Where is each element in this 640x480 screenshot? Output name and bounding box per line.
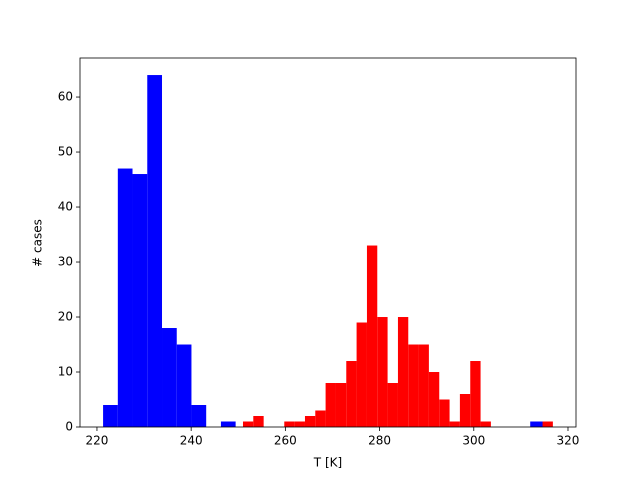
bar: [284, 421, 295, 427]
y-tick-label: 60: [58, 90, 73, 104]
bar: [242, 421, 254, 427]
y-tick-label: 50: [58, 145, 73, 159]
bar: [542, 421, 553, 427]
bar: [304, 416, 316, 427]
bar: [377, 317, 388, 427]
bar: [220, 421, 236, 427]
bar: [397, 317, 409, 427]
bar: [294, 421, 305, 427]
bar: [325, 383, 336, 427]
bar: [470, 361, 481, 427]
x-tick-label: 300: [462, 434, 485, 448]
bar: [428, 372, 440, 427]
bar: [439, 399, 450, 427]
y-tick-label: 20: [58, 310, 73, 324]
bar: [117, 168, 133, 427]
y-tick-label: 10: [58, 365, 73, 379]
x-tick-label: 260: [274, 434, 297, 448]
bar: [103, 405, 118, 427]
x-tick-label: 320: [557, 434, 580, 448]
bar: [162, 328, 177, 427]
bar: [387, 383, 398, 427]
bar: [408, 344, 419, 427]
bar: [366, 245, 378, 427]
bar: [530, 421, 545, 427]
y-tick-label: 0: [65, 420, 73, 434]
bar: [459, 394, 471, 427]
y-tick-label: 30: [58, 255, 73, 269]
bar: [132, 174, 148, 427]
bar: [191, 405, 207, 427]
bar: [356, 322, 367, 427]
bar: [176, 344, 192, 427]
bar: [253, 416, 264, 427]
plot-frame: [79, 57, 577, 428]
y-tick-label: 40: [58, 200, 73, 214]
bar: [335, 383, 347, 427]
x-tick-label: 280: [368, 434, 391, 448]
bar: [147, 75, 163, 427]
x-tick-label: 240: [180, 434, 203, 448]
x-axis-label: T [K]: [313, 456, 342, 470]
bar: [418, 344, 429, 427]
bar: [480, 421, 491, 427]
bar: [346, 361, 357, 427]
bar: [315, 410, 326, 427]
y-axis-label: # cases: [31, 219, 45, 267]
x-tick-label: 220: [86, 434, 109, 448]
bar: [449, 421, 460, 427]
